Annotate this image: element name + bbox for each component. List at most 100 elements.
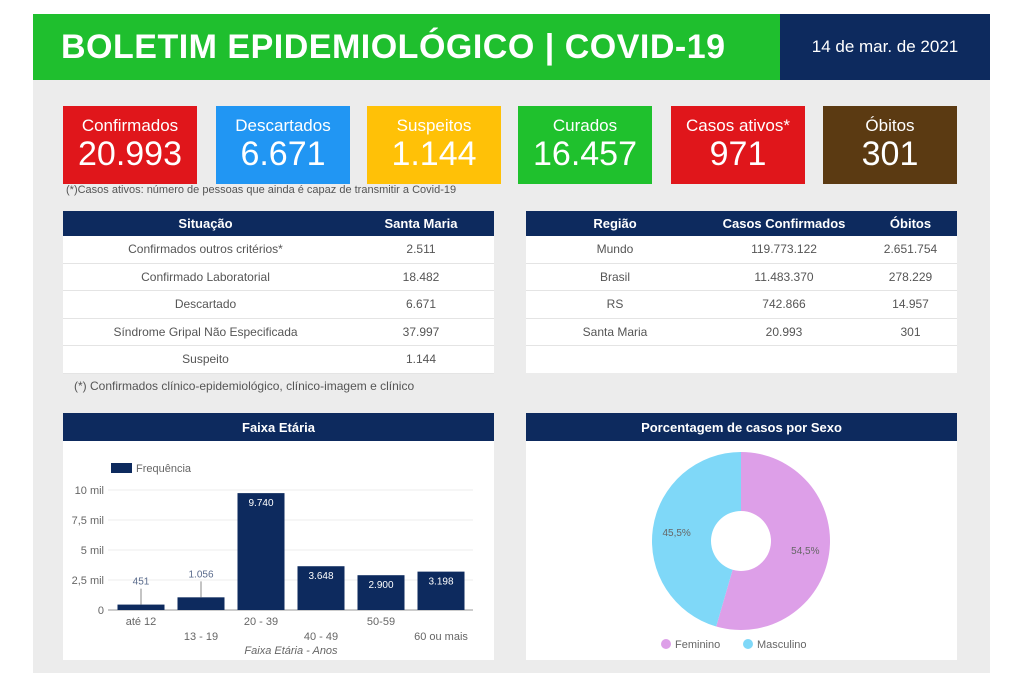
cell: Confirmado Laboratorial — [141, 269, 270, 284]
bar-chart: Frequência 0 2,5 mil 5 mil 7,5 mil 10 mil 451 a… — [72, 463, 473, 657]
table-row: Santa Maria 20.993 301 — [526, 319, 957, 346]
stat-label: Casos ativos* — [686, 116, 790, 135]
cell: 14.957 — [892, 297, 929, 312]
regiao-table: Região Casos Confirmados Óbitos Mundo 119… — [526, 211, 957, 373]
table-header: Região Casos Confirmados Óbitos — [526, 211, 957, 236]
table-row: Suspeito 1.144 — [63, 346, 494, 374]
stat-card: Confirmados 20.993 — [63, 106, 197, 184]
table-header: Situação Santa Maria — [63, 211, 494, 236]
bar — [417, 571, 465, 610]
y-tick-label: 5 mil — [81, 545, 104, 557]
stat-card: Casos ativos* 971 — [671, 106, 805, 184]
stat-label: Confirmados — [81, 116, 179, 135]
data-label: 3.198 — [428, 577, 453, 588]
cell: Brasil — [599, 269, 630, 284]
cell: 119.773.122 — [751, 242, 817, 257]
stat-value: 301 — [861, 135, 919, 173]
pie-chart: 54,5% Feminino 45,5% Masculino — [652, 452, 830, 651]
table-row: Síndrome Gripal Não Especificada 37.997 — [63, 319, 494, 346]
table-row: Mundo 119.773.122 2.651.754 — [526, 236, 957, 264]
situacao-table: Situação Santa Maria Confirmados outros … — [63, 211, 494, 374]
cell: 18.482 — [402, 269, 440, 284]
legend-label: Frequência — [136, 463, 192, 475]
stat-label: Suspeitos — [396, 116, 472, 135]
bar — [117, 604, 165, 610]
cell: 37.997 — [402, 324, 440, 339]
data-label: 9.740 — [248, 498, 273, 509]
chart-title: Porcentagem de casos por Sexo — [526, 413, 957, 441]
column-header: Casos Confirmados — [722, 216, 846, 231]
cell: 20.993 — [765, 324, 803, 339]
table-row: Confirmados outros critérios* 2.511 — [63, 236, 494, 264]
stat-label: Óbitos — [865, 116, 915, 135]
legend-label: Masculino — [757, 639, 807, 651]
column-header: Santa Maria — [384, 216, 458, 231]
cell: Síndrome Gripal Não Especificada — [113, 324, 298, 339]
table-row: Brasil 11.483.370 278.229 — [526, 264, 957, 291]
legend-label: Feminino — [675, 639, 720, 651]
x-axis-label: Faixa Etária - Anos — [244, 645, 338, 657]
table-row: RS 742.866 14.957 — [526, 291, 957, 319]
x-tick-label: 60 ou mais — [414, 631, 468, 643]
column-header: Situação — [178, 216, 233, 231]
cell: 6.671 — [405, 297, 437, 312]
slice-label: 45,5% — [662, 528, 690, 539]
cell: Descartado — [174, 297, 237, 312]
y-tick-label: 0 — [98, 605, 104, 617]
stat-card: Descartados 6.671 — [216, 106, 350, 184]
pie-slice-masculino — [652, 452, 741, 627]
x-tick-label: 50-59 — [367, 616, 395, 628]
slice-label: 54,5% — [791, 546, 819, 557]
x-tick-label: até 12 — [126, 616, 157, 628]
pie-slice-feminino — [716, 452, 830, 630]
stat-value: 971 — [709, 135, 767, 173]
cell: Suspeito — [182, 352, 229, 367]
legend-marker — [743, 639, 753, 649]
table-row: Descartado 6.671 — [63, 291, 494, 319]
cards-note: (*)Casos ativos: número de pessoas que a… — [66, 184, 457, 196]
x-tick-label: 20 - 39 — [244, 616, 278, 628]
cell: 1.144 — [405, 352, 437, 367]
table-row: Confirmado Laboratorial 18.482 — [63, 264, 494, 291]
chart-title: Faixa Etária — [63, 413, 494, 441]
data-label: 2.900 — [368, 580, 393, 591]
data-label: 3.648 — [308, 571, 333, 582]
y-tick-label: 7,5 mil — [72, 515, 104, 527]
page-title: BOLETIM EPIDEMIOLÓGICO | COVID-19 — [33, 14, 780, 80]
bar — [297, 566, 345, 610]
cell: 742.866 — [762, 297, 806, 312]
cell: Confirmados outros critérios* — [128, 242, 283, 257]
cell: 11.483.370 — [754, 269, 814, 284]
situacao-note: (*) Confirmados clínico-epidemiológico, … — [74, 379, 415, 393]
cell: Mundo — [596, 242, 634, 257]
report-date: 14 de mar. de 2021 — [780, 14, 990, 80]
bar — [177, 597, 225, 610]
stat-value: 1.144 — [391, 135, 477, 173]
y-tick-label: 10 mil — [75, 485, 104, 497]
stat-label: Descartados — [235, 116, 331, 135]
bar — [237, 493, 285, 610]
stat-card: Óbitos 301 — [823, 106, 957, 184]
cell: Santa Maria — [582, 324, 648, 339]
column-header: Região — [593, 216, 637, 231]
cell: 301 — [900, 324, 921, 339]
x-tick-label: 13 - 19 — [184, 631, 218, 643]
sex-chart: Porcentagem de casos por Sexo 54,5% Femin… — [526, 413, 957, 660]
stat-label: Curados — [552, 116, 618, 135]
cell: 278.229 — [888, 269, 933, 284]
legend-swatch — [111, 463, 132, 473]
stat-card: Suspeitos 1.144 — [367, 106, 501, 184]
data-label: 451 — [133, 577, 150, 588]
cell: 2.651.754 — [883, 242, 938, 257]
stat-card: Curados 16.457 — [518, 106, 652, 184]
stat-value: 6.671 — [240, 135, 326, 173]
cell: RS — [606, 297, 624, 312]
y-tick-label: 2,5 mil — [72, 575, 104, 587]
age-chart: Faixa Etária Frequência 0 2,5 mil 5 mil 7,5 … — [63, 413, 494, 660]
x-tick-label: 40 - 49 — [304, 631, 338, 643]
column-header: Óbitos — [889, 216, 932, 231]
legend-marker — [661, 639, 671, 649]
bar — [357, 575, 405, 610]
stat-value: 20.993 — [78, 135, 182, 173]
data-label: 1.056 — [188, 569, 213, 580]
